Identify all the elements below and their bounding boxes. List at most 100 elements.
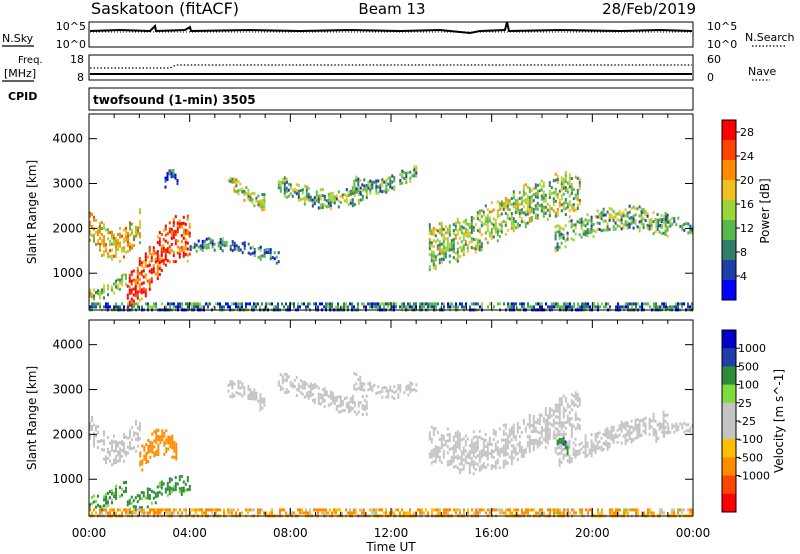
echo-cell [568, 176, 571, 180]
echo-cell [516, 422, 519, 425]
echo-cell [498, 466, 501, 470]
echo-cell [677, 428, 680, 432]
echo-cell [257, 246, 260, 250]
echo-cell [564, 180, 567, 184]
echo-cell [558, 415, 561, 419]
echo-cell [474, 441, 477, 445]
echo-cell [638, 205, 641, 209]
echo-cell [337, 205, 340, 209]
echo-cell [321, 302, 323, 306]
echo-cell [443, 302, 445, 306]
echo-cell [498, 223, 501, 227]
echo-cell [671, 305, 673, 309]
echo-cell [176, 251, 179, 255]
echo-cell [483, 508, 485, 512]
echo-cell [528, 437, 531, 441]
echo-cell [524, 450, 527, 454]
echo-cell [211, 245, 214, 249]
echo-cell [564, 239, 567, 243]
echo-cell [193, 305, 195, 309]
echo-cell [500, 221, 503, 225]
echo-cell [279, 511, 281, 515]
echo-cell [667, 220, 670, 224]
echo-cell [490, 222, 493, 226]
echo-cell [389, 302, 391, 306]
echo-cell [173, 443, 176, 447]
echo-cell [626, 220, 629, 224]
echo-cell [526, 423, 529, 427]
echo-cell [624, 220, 627, 224]
echo-cell [188, 234, 191, 238]
echo-cell [454, 227, 457, 231]
echo-cell [168, 172, 171, 176]
echo-cell [442, 434, 445, 438]
echo-cell [431, 511, 433, 515]
echo-cell [664, 230, 667, 233]
echo-cell [444, 249, 447, 253]
y-tick-label: 1000 [52, 266, 83, 280]
echo-cell [673, 511, 675, 515]
echo-cell [152, 264, 155, 268]
echo-cell [291, 188, 294, 192]
echo-cell [409, 170, 412, 174]
freq-left-tick-top: 18 [70, 53, 84, 66]
echo-cell [135, 228, 137, 232]
echo-cell [281, 387, 284, 391]
echo-cell [563, 305, 565, 309]
echo-cell [604, 219, 607, 223]
echo-cell [229, 176, 232, 180]
echo-cell [283, 179, 286, 183]
echo-cell [470, 246, 473, 249]
echo-cell [311, 399, 314, 402]
echo-cell [478, 248, 481, 252]
echo-cell [187, 302, 189, 306]
echo-cell [484, 433, 487, 436]
echo-cell [558, 403, 561, 407]
echo-cell [359, 375, 362, 379]
echo-cell [158, 273, 161, 277]
echo-cell [550, 423, 553, 427]
echo-cell [454, 434, 457, 438]
echo-cell [91, 425, 93, 428]
echo-cell [197, 305, 199, 309]
echo-cell [341, 193, 344, 197]
echo-cell [589, 508, 591, 512]
echo-cell [393, 179, 396, 183]
echo-cell [327, 511, 329, 515]
echo-cell [119, 450, 121, 454]
echo-cell [618, 427, 621, 431]
echo-cell [373, 508, 375, 512]
echo-cell [369, 508, 371, 512]
echo-cell [129, 441, 131, 445]
echo-cell [237, 192, 240, 196]
echo-cell [93, 236, 95, 240]
echo-cell [263, 202, 266, 206]
echo-cell [139, 437, 141, 441]
echo-cell [89, 421, 91, 425]
echo-cell [436, 455, 439, 458]
echo-cell [432, 254, 435, 257]
echo-cell [514, 208, 517, 212]
echo-cell [584, 452, 587, 456]
echo-cell [107, 511, 109, 515]
echo-cell [305, 391, 308, 395]
echo-cell [572, 209, 575, 213]
echo-cell [576, 423, 579, 427]
echo-cell [171, 455, 174, 459]
echo-cell [105, 504, 107, 508]
echo-cell [323, 203, 326, 207]
echo-cell [558, 236, 561, 240]
echo-cell [430, 232, 433, 236]
echo-cell [327, 201, 330, 205]
echo-cell [532, 187, 535, 191]
echo-cell [548, 193, 551, 197]
echo-cell [632, 217, 635, 221]
echo-cell [225, 302, 227, 306]
echo-cell [452, 456, 455, 460]
echo-cell [666, 422, 669, 426]
echo-cell [562, 415, 565, 419]
echo-cell [452, 453, 455, 457]
echo-cell [689, 427, 692, 431]
colorbar-swatch [722, 366, 736, 386]
echo-cell [554, 246, 557, 250]
